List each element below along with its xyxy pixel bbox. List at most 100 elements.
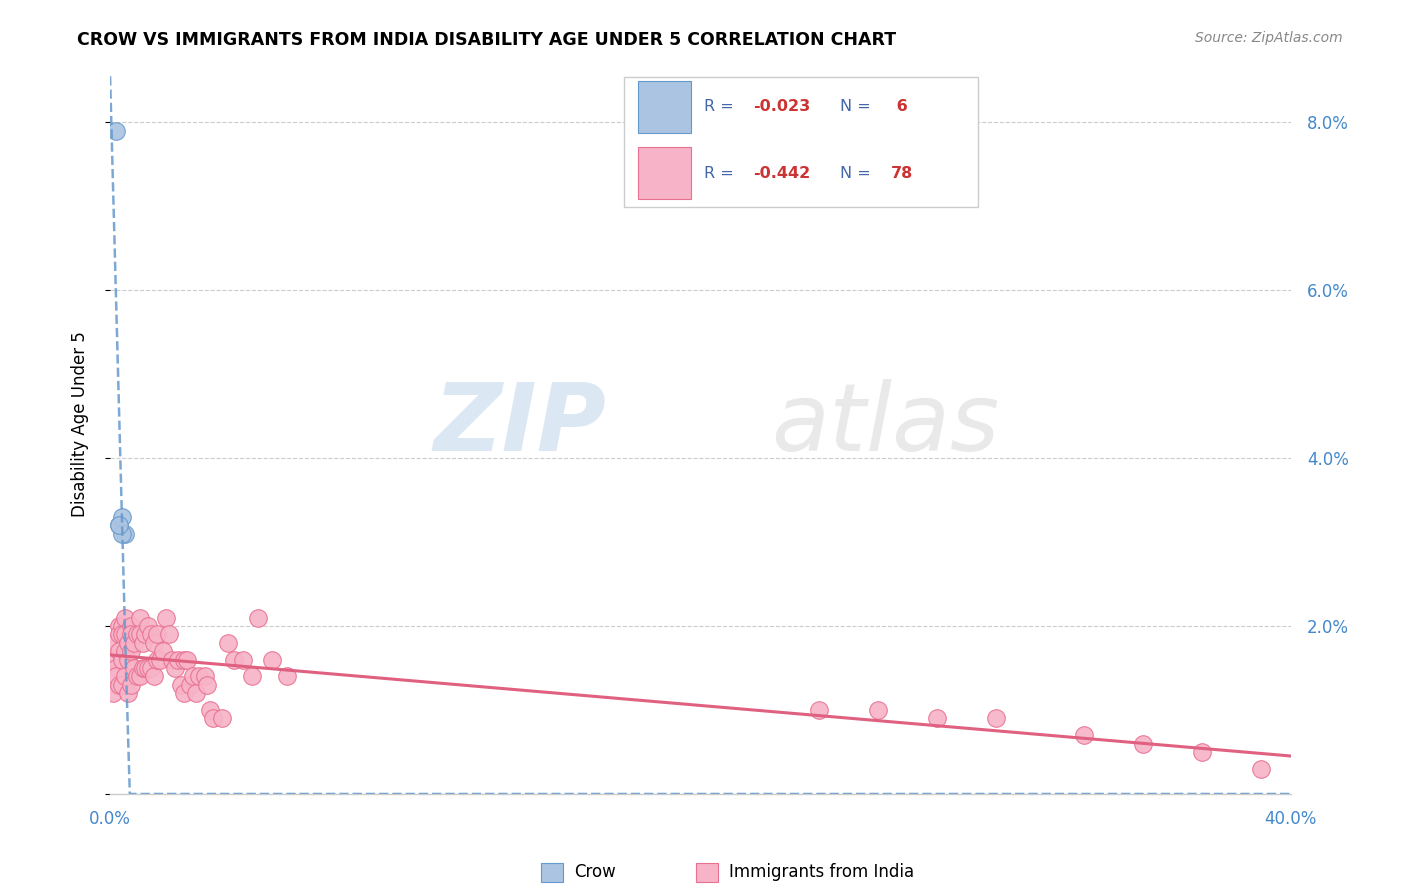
Text: Immigrants from India: Immigrants from India [728, 863, 914, 881]
Point [173, 653, 195, 667]
Point [179, 678, 201, 692]
Point [128, 610, 150, 624]
Point [128, 627, 150, 641]
Text: N =: N = [839, 99, 876, 114]
Point [111, 509, 134, 524]
Bar [638, 147, 690, 199]
Point [240, 669, 263, 683]
Point [111, 653, 134, 667]
Point [173, 686, 195, 700]
Text: Crow: Crow [574, 863, 616, 881]
Point [200, 703, 222, 717]
Point [181, 669, 204, 683]
Point [807, 703, 830, 717]
Point [111, 627, 134, 641]
Point [138, 619, 160, 633]
Text: R =: R = [704, 166, 740, 181]
Point [120, 619, 142, 633]
Point [108, 518, 131, 533]
Point [108, 627, 131, 641]
Point [276, 669, 298, 683]
Point [141, 661, 163, 675]
Point [120, 678, 142, 692]
Text: 6: 6 [890, 99, 907, 114]
Point [866, 703, 889, 717]
Point [141, 627, 163, 641]
Point [163, 661, 186, 675]
Point [1191, 745, 1213, 759]
Point [176, 653, 198, 667]
Point [170, 678, 193, 692]
Point [160, 653, 183, 667]
Point [114, 627, 136, 641]
Point [104, 661, 127, 675]
Point [152, 644, 174, 658]
Y-axis label: Disability Age Under 5: Disability Age Under 5 [72, 332, 89, 517]
Point [246, 610, 269, 624]
Point [146, 627, 169, 641]
Point [104, 669, 127, 683]
Point [108, 644, 131, 658]
Text: ZIP: ZIP [433, 378, 606, 471]
Point [117, 636, 139, 650]
Point [111, 619, 134, 633]
FancyBboxPatch shape [624, 78, 979, 207]
Point [111, 678, 134, 692]
Bar [638, 81, 690, 133]
Point [984, 711, 1007, 725]
Text: R =: R = [704, 99, 740, 114]
Point [1073, 728, 1095, 742]
Point [120, 644, 142, 658]
Point [925, 711, 948, 725]
Point [101, 636, 124, 650]
Point [184, 686, 207, 700]
Point [117, 653, 139, 667]
Point [101, 686, 124, 700]
Point [120, 627, 142, 641]
Point [211, 711, 233, 725]
Text: 78: 78 [890, 166, 912, 181]
Point [222, 653, 245, 667]
Point [149, 653, 172, 667]
Text: -0.023: -0.023 [754, 99, 811, 114]
Point [114, 669, 136, 683]
Text: N =: N = [839, 166, 876, 181]
Point [125, 669, 148, 683]
Point [155, 610, 177, 624]
Point [128, 669, 150, 683]
Point [108, 518, 131, 533]
Point [108, 619, 131, 633]
Point [138, 661, 160, 675]
Point [232, 653, 254, 667]
Point [262, 653, 284, 667]
Point [143, 669, 166, 683]
Point [1250, 762, 1272, 776]
Point [202, 711, 225, 725]
Point [1132, 737, 1154, 751]
Point [134, 661, 156, 675]
Point [193, 669, 215, 683]
Text: Source: ZipAtlas.com: Source: ZipAtlas.com [1195, 31, 1343, 45]
Point [108, 678, 131, 692]
Point [122, 661, 145, 675]
Point [143, 636, 166, 650]
Point [187, 669, 209, 683]
Point [197, 678, 219, 692]
Point [122, 636, 145, 650]
Text: -0.442: -0.442 [754, 166, 811, 181]
Point [125, 627, 148, 641]
Point [131, 661, 153, 675]
Text: atlas: atlas [772, 379, 1000, 470]
Text: CROW VS IMMIGRANTS FROM INDIA DISABILITY AGE UNDER 5 CORRELATION CHART: CROW VS IMMIGRANTS FROM INDIA DISABILITY… [77, 31, 897, 49]
Point [146, 653, 169, 667]
Point [157, 627, 180, 641]
Point [217, 636, 239, 650]
Point [111, 526, 134, 541]
Point [134, 627, 156, 641]
Point [114, 644, 136, 658]
Point [167, 653, 190, 667]
Point [131, 636, 153, 650]
Point [104, 124, 127, 138]
Point [114, 526, 136, 541]
Point [114, 610, 136, 624]
